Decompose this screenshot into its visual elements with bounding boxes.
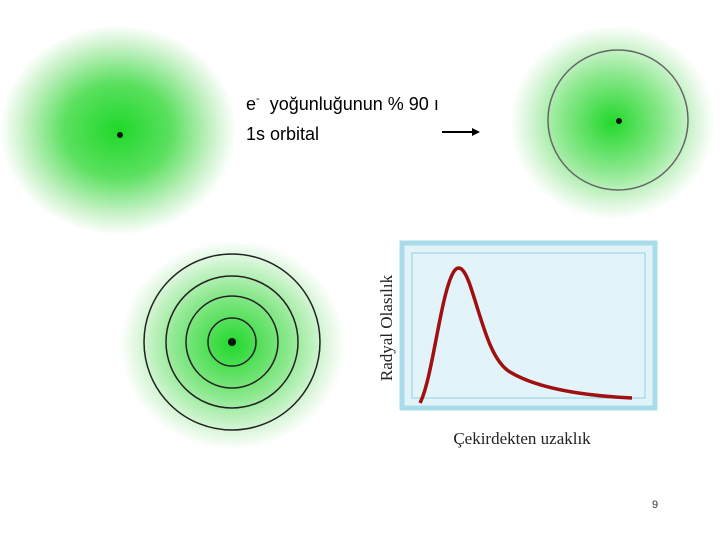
y-axis-label: Radyal Olasılık bbox=[377, 274, 396, 381]
density-text: yoğunluğunun % 90 ı bbox=[270, 94, 439, 114]
plot-inner bbox=[411, 252, 646, 399]
orbital-boundary bbox=[547, 49, 689, 191]
shell bbox=[185, 295, 279, 389]
nucleus bbox=[616, 118, 622, 124]
electron: e bbox=[246, 94, 256, 114]
nucleus bbox=[117, 132, 123, 138]
density-cloud bbox=[0, 25, 236, 235]
nucleus bbox=[228, 338, 236, 346]
page-number: 9 bbox=[652, 499, 658, 511]
caption-line-2: 1s orbital bbox=[246, 124, 319, 144]
charge: - bbox=[256, 93, 260, 105]
shell bbox=[165, 275, 299, 409]
orbital-cloud bbox=[510, 25, 715, 220]
x-axis-label: Çekirdekten uzaklık bbox=[453, 429, 591, 448]
caption-line-1: e-yoğunluğunun % 90 ı bbox=[246, 93, 439, 114]
arrow-head bbox=[472, 128, 480, 136]
shell bbox=[143, 253, 321, 431]
probability-curve bbox=[418, 266, 633, 404]
shell bbox=[207, 317, 257, 367]
